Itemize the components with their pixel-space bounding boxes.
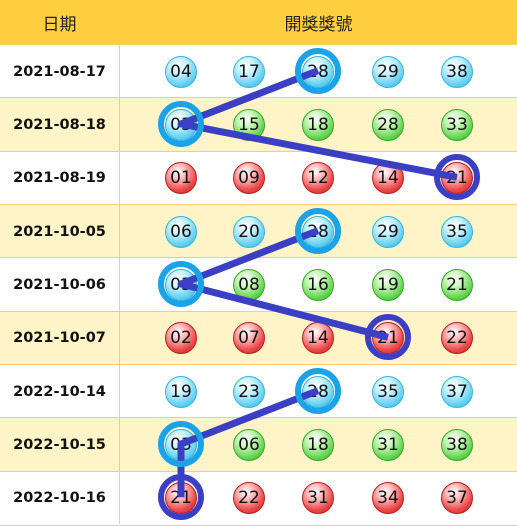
draw-date: 2021-10-06 (13, 276, 106, 293)
numbers-column-header: 開獎獎號 (284, 14, 353, 35)
number-ball: 16 (302, 268, 334, 301)
number-ball: 33 (441, 108, 473, 141)
draw-date: 2022-10-16 (13, 490, 106, 507)
number-ball: 28 (302, 375, 334, 408)
number-ball: 06 (165, 215, 197, 248)
draw-date: 2021-10-07 (13, 330, 106, 347)
number-ball: 02 (165, 322, 197, 355)
number-ball: 03 (165, 428, 197, 461)
date-column-header: 日期 (42, 14, 77, 35)
number-ball: 28 (372, 108, 404, 141)
number-ball: 08 (233, 268, 265, 301)
number-ball: 09 (233, 162, 265, 195)
number-ball: 29 (372, 215, 404, 248)
draw-date: 2021-08-17 (13, 63, 106, 80)
number-ball: 35 (441, 215, 473, 248)
number-ball: 19 (165, 375, 197, 408)
table-row: 2022-10-14 19 23 28 35 37 (0, 363, 517, 419)
number-ball: 31 (372, 428, 404, 461)
number-ball: 17 (233, 55, 265, 88)
number-ball: 07 (233, 322, 265, 355)
number-ball: 23 (233, 375, 265, 408)
number-ball: 12 (302, 162, 334, 195)
table-row: 2021-08-18 03 15 18 28 33 (0, 97, 517, 152)
number-ball: 04 (165, 55, 197, 88)
table-row: 2021-08-19 01 09 12 14 21 (0, 150, 517, 205)
number-ball: 03 (165, 108, 197, 141)
draw-date: 2021-08-19 (13, 170, 106, 187)
number-ball: 35 (372, 375, 404, 408)
number-ball: 20 (233, 215, 265, 248)
number-ball: 37 (441, 375, 473, 408)
number-ball: 21 (441, 268, 473, 301)
table-row: 2021-10-06 03 08 16 19 21 (0, 257, 517, 312)
number-ball: 38 (441, 428, 473, 461)
number-ball: 22 (441, 322, 473, 355)
table-row: 2022-10-16 21 22 31 34 37 (0, 470, 517, 526)
draw-date: 2022-10-14 (13, 383, 106, 400)
number-ball: 14 (302, 322, 334, 355)
draw-date: 2022-10-15 (13, 436, 106, 453)
number-ball: 28 (302, 55, 334, 88)
number-ball: 14 (372, 162, 404, 195)
table-row: 2021-10-05 06 20 28 29 35 (0, 203, 517, 259)
number-ball: 21 (372, 322, 404, 355)
number-ball: 01 (165, 162, 197, 195)
draw-date: 2021-08-18 (13, 116, 106, 133)
number-ball: 34 (372, 482, 404, 515)
number-ball: 18 (302, 428, 334, 461)
number-ball: 29 (372, 55, 404, 88)
number-ball: 18 (302, 108, 334, 141)
table-header: 日期 開獎獎號 (0, 0, 517, 44)
number-ball: 06 (233, 428, 265, 461)
number-ball: 31 (302, 482, 334, 515)
number-ball: 21 (165, 482, 197, 515)
number-ball: 38 (441, 55, 473, 88)
number-ball: 03 (165, 268, 197, 301)
table-row: 2021-10-07 02 07 14 21 22 (0, 310, 517, 365)
column-divider (119, 44, 120, 524)
number-ball: 15 (233, 108, 265, 141)
number-ball: 28 (302, 215, 334, 248)
table-row: 2021-08-17 04 17 28 29 38 (0, 44, 517, 99)
number-ball: 22 (233, 482, 265, 515)
number-ball: 21 (441, 162, 473, 195)
number-ball: 37 (441, 482, 473, 515)
table-row: 2022-10-15 03 06 18 31 38 (0, 417, 517, 472)
draw-date: 2021-10-05 (13, 223, 106, 240)
number-ball: 19 (372, 268, 404, 301)
